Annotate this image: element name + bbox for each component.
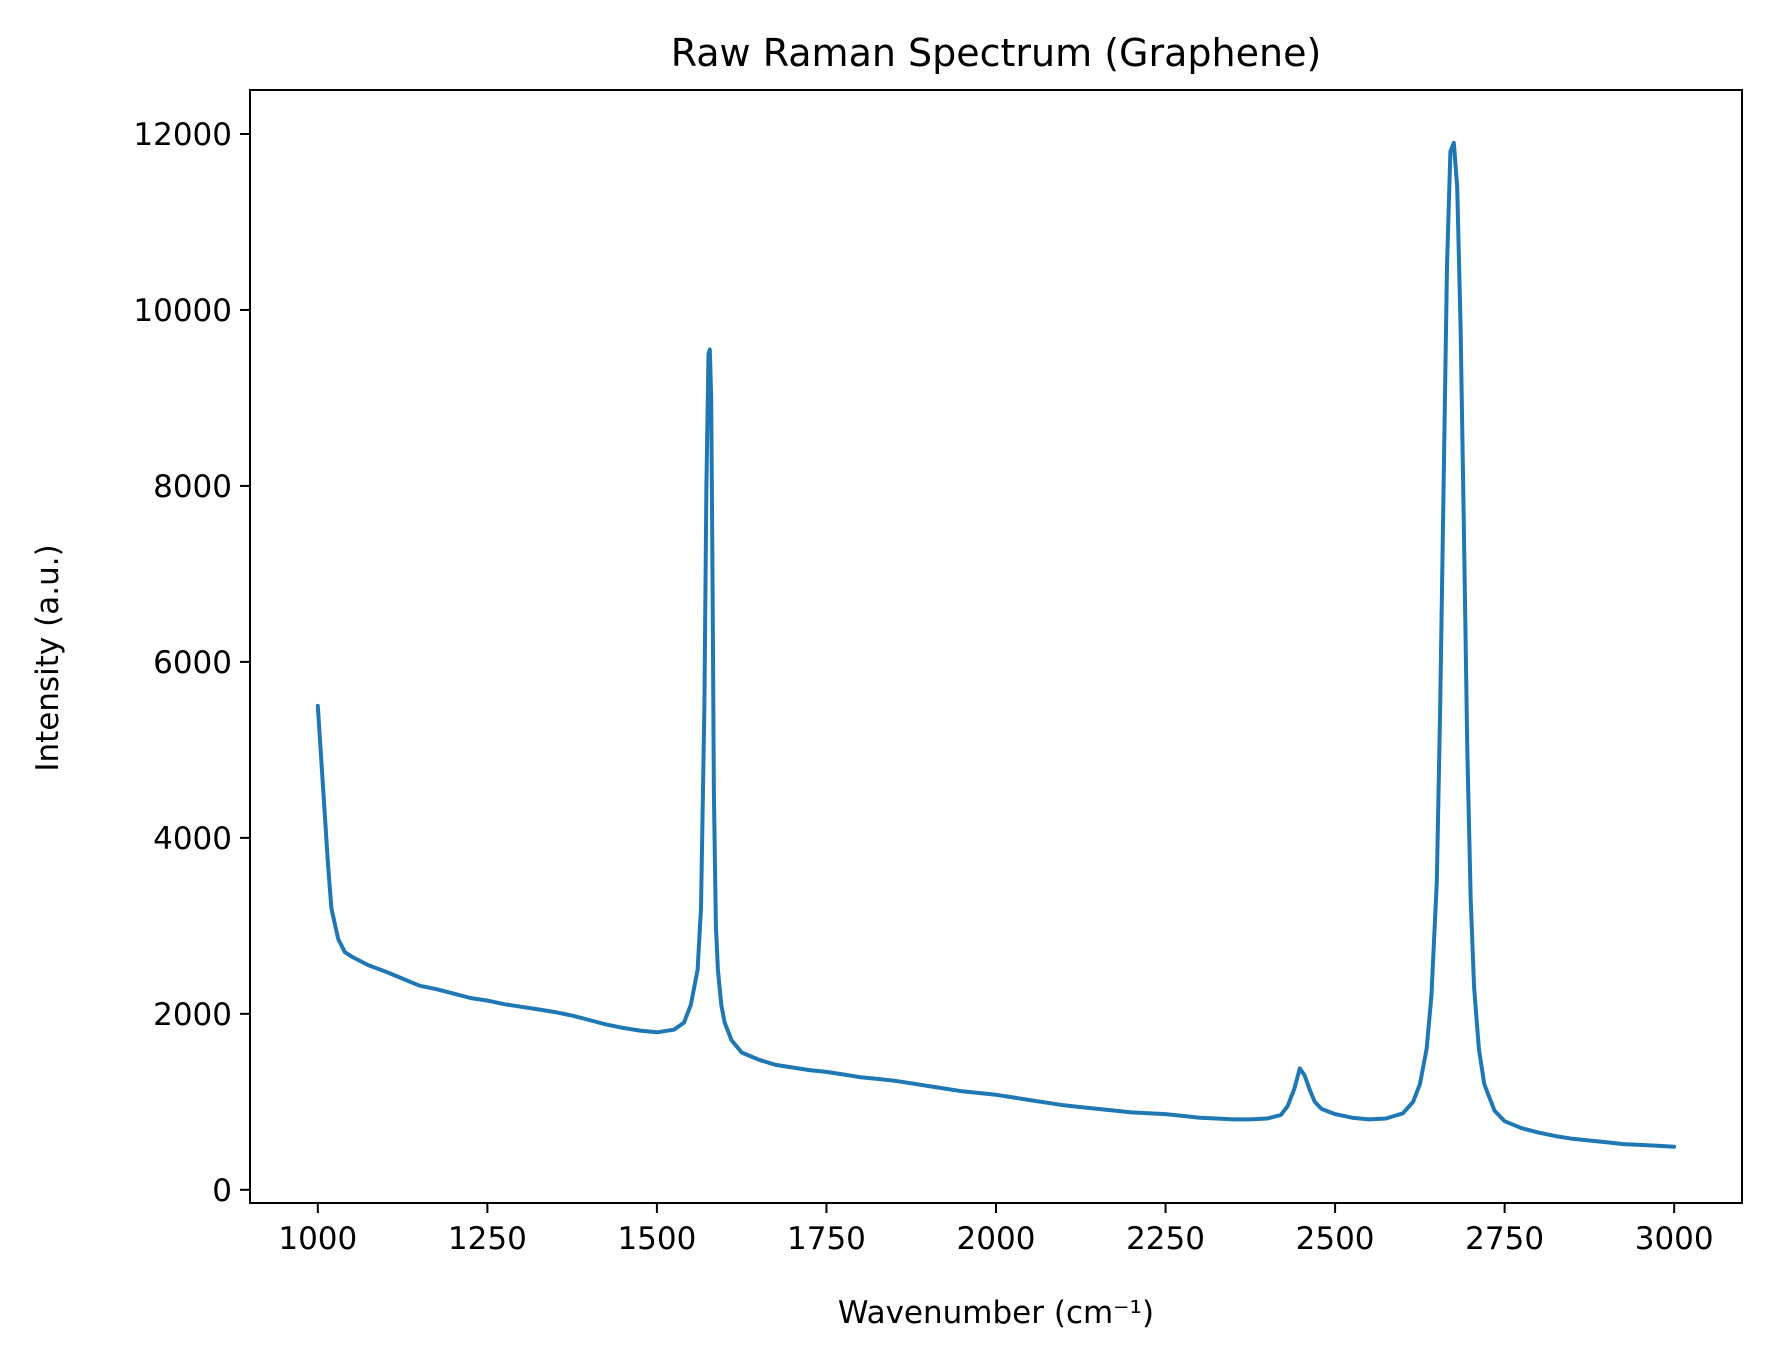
x-axis: 1000 1250 1500 1750 2000 2250 2500 2750 3000 — [278, 1203, 1714, 1257]
x-tick-label: 3000 — [1635, 1221, 1714, 1257]
x-tick-label: 2750 — [1465, 1221, 1544, 1257]
x-tick-label: 1500 — [617, 1221, 696, 1257]
y-tick-label: 8000 — [153, 469, 232, 505]
x-axis-label: Wavenumber (cm⁻¹) — [838, 1295, 1154, 1331]
x-tick-label: 1250 — [448, 1221, 527, 1257]
x-tick-label: 1750 — [787, 1221, 866, 1257]
x-tick-label: 2000 — [957, 1221, 1036, 1257]
x-tick-label: 2250 — [1126, 1221, 1205, 1257]
x-tick-label: 1000 — [278, 1221, 357, 1257]
y-tick-label: 2000 — [153, 997, 232, 1033]
y-tick-label: 12000 — [133, 117, 232, 153]
y-axis: 0 2000 4000 6000 8000 10000 12000 — [133, 117, 250, 1209]
y-tick-label: 4000 — [153, 821, 232, 857]
y-axis-label: Intensity (a.u.) — [30, 544, 66, 771]
x-tick-label: 2500 — [1296, 1221, 1375, 1257]
y-tick-label: 6000 — [153, 645, 232, 681]
y-tick-label: 10000 — [133, 293, 232, 329]
y-tick-label: 0 — [212, 1173, 232, 1209]
chart-title: Raw Raman Spectrum (Graphene) — [671, 31, 1322, 75]
spectrum-line — [315, 140, 1677, 1149]
